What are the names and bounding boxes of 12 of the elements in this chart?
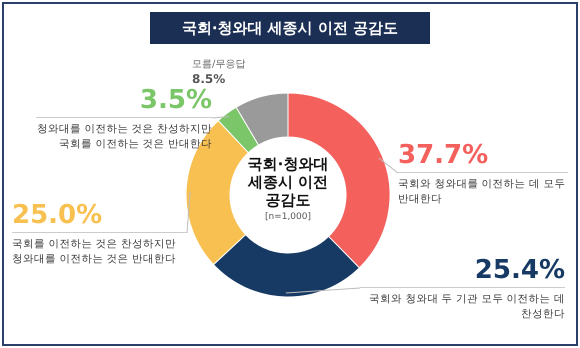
slice-label: 국회와 청와대 두 기관 모두 이전하는 데 찬성한다 bbox=[368, 292, 565, 322]
slice-label: 국회와 청와대를 이전하는 데 모두 반대한다 bbox=[398, 177, 566, 207]
slice-label: 모름/무응답 bbox=[192, 58, 246, 72]
text: 국회·청와대 세종시 이전 공감도 bbox=[246, 155, 330, 209]
chart-title: 국회·청와대 세종시 이전 공감도 bbox=[150, 12, 430, 44]
data-label: 8.5% bbox=[192, 72, 226, 88]
data-label: 25.0% bbox=[12, 200, 187, 233]
data-label: 37.7% bbox=[398, 140, 568, 173]
slice-label: 국회를 이전하는 것은 찬성하지만 청와대를 이전하는 것은 반대한다 bbox=[12, 237, 178, 267]
text: [n=1,000] bbox=[264, 212, 312, 222]
data-label: 25.4% bbox=[360, 255, 565, 288]
data-label: 3.5% bbox=[36, 85, 212, 118]
